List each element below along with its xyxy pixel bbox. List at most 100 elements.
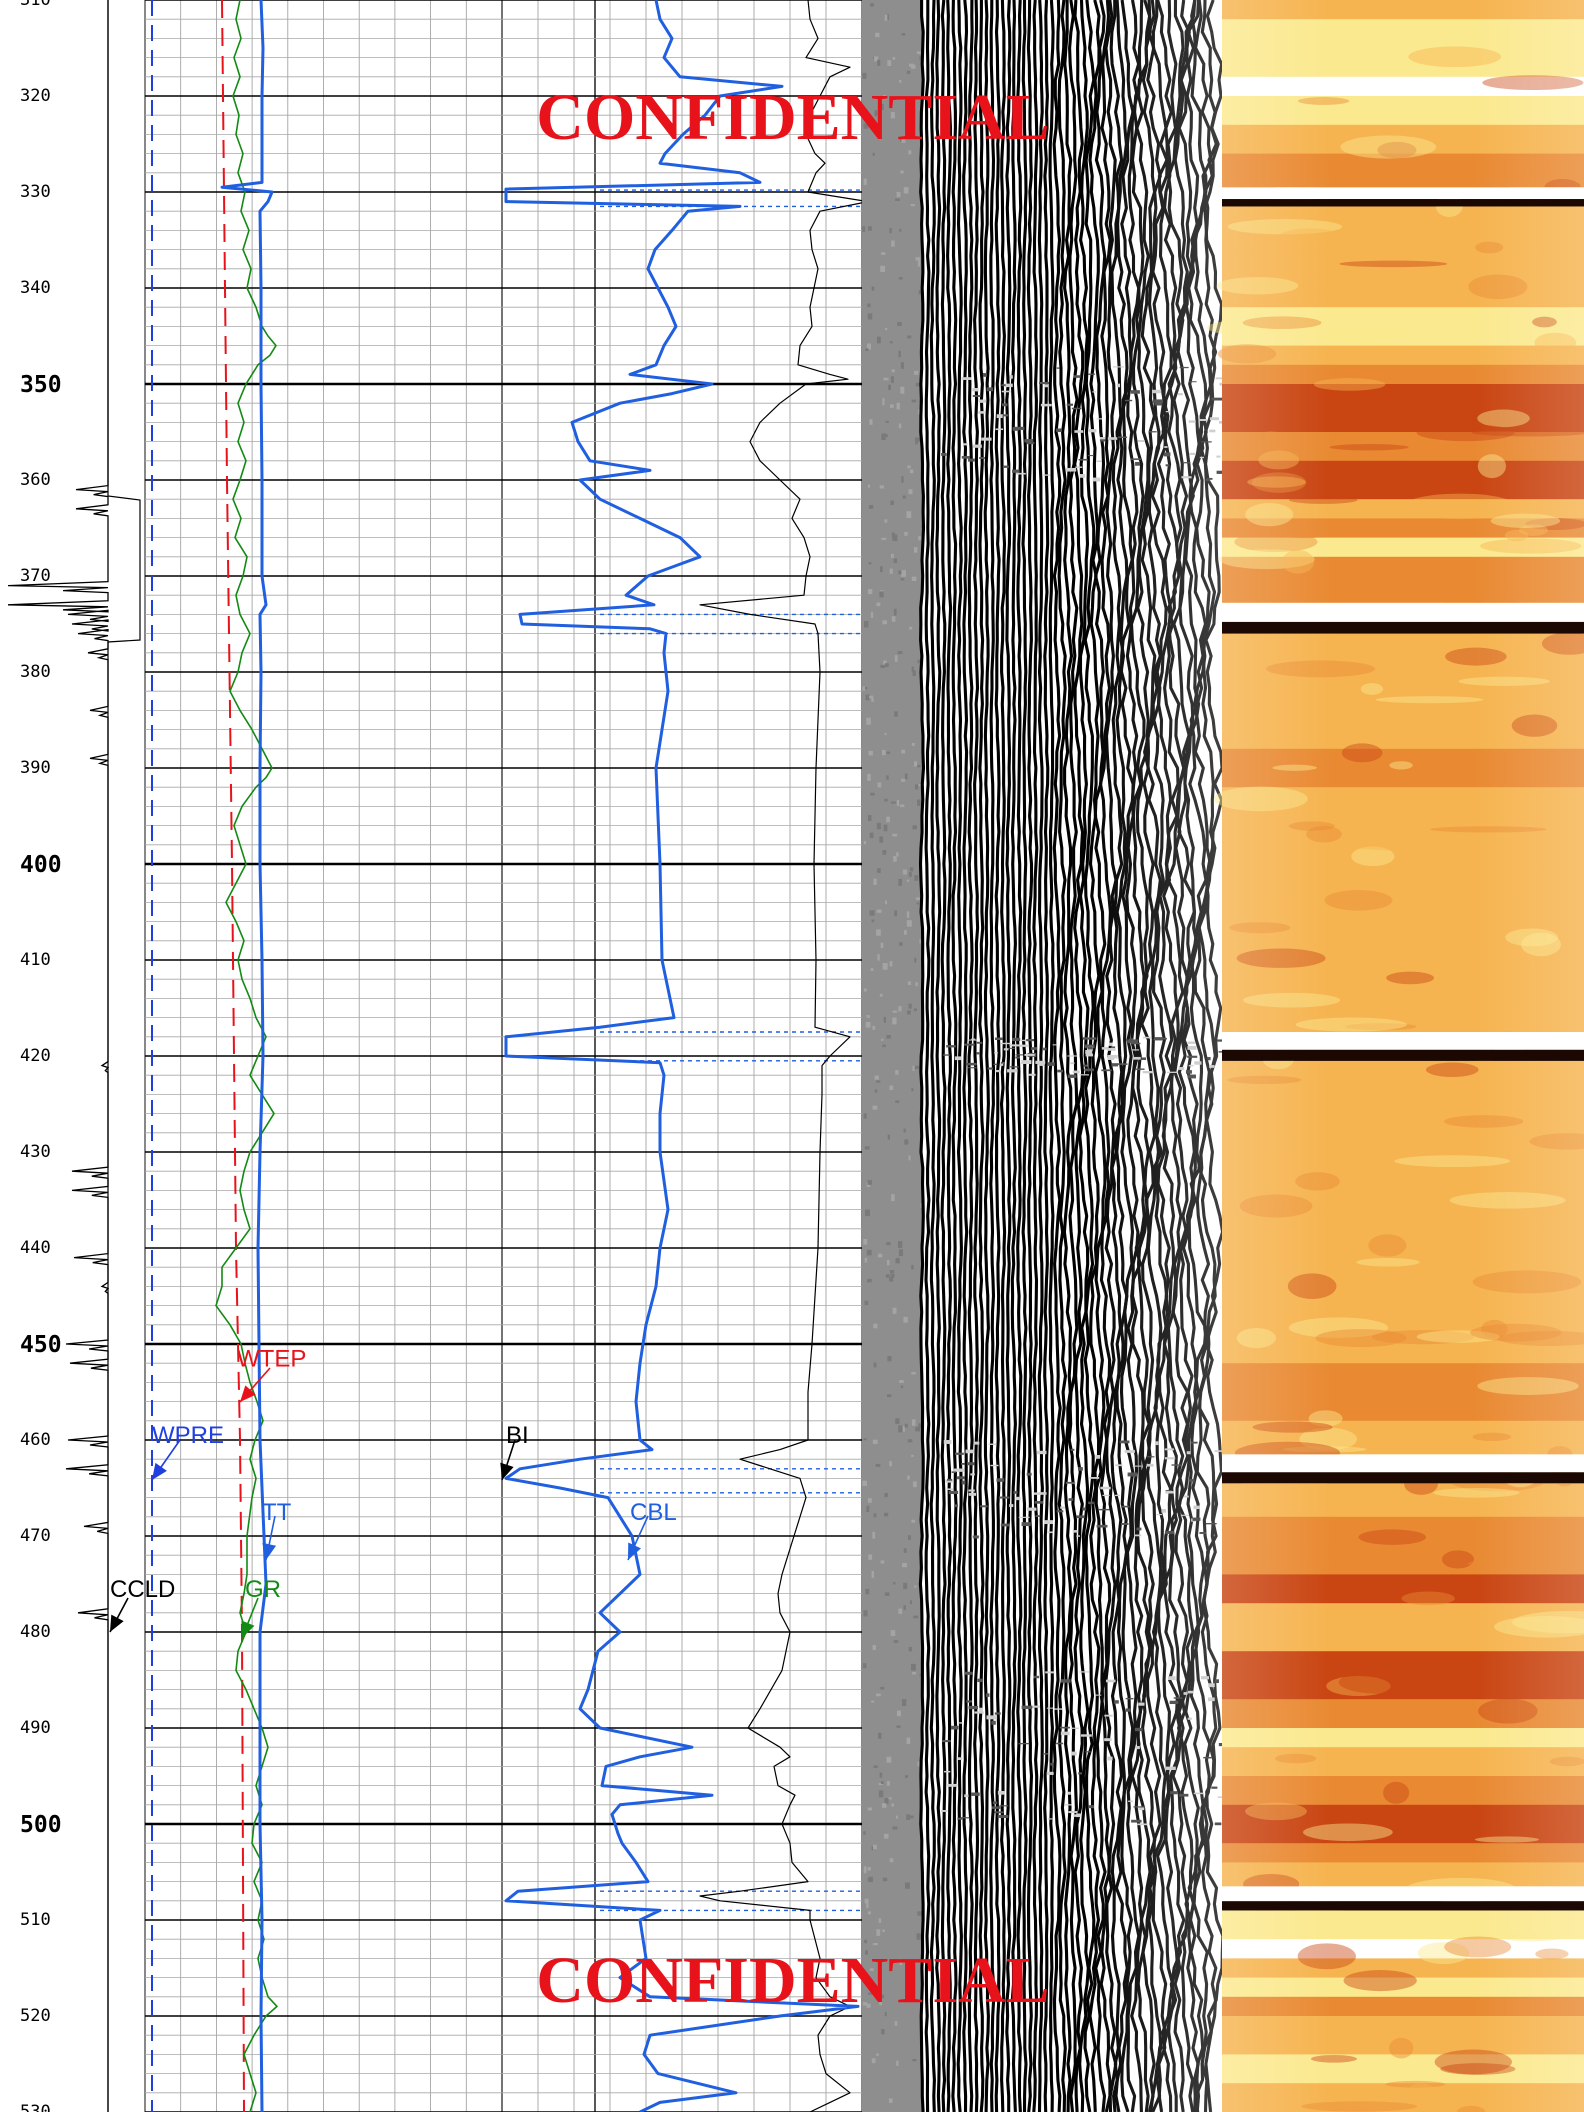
vdl-chevron: [1031, 1705, 1040, 1708]
log-grid: [144, 0, 863, 2112]
vdl-noise: [888, 1797, 892, 1800]
vdl-chevron: [1076, 1535, 1080, 1537]
vdl-noise: [903, 187, 909, 194]
vdl-chevron: [1185, 1070, 1192, 1074]
vdl-chevron: [1073, 1814, 1078, 1817]
vdl-chevron: [951, 1471, 956, 1473]
label-arrowhead: [500, 1462, 514, 1480]
vdl-noise: [864, 1146, 870, 1150]
vdl-chevron: [1154, 1441, 1159, 1446]
vdl-noise: [873, 1765, 878, 1769]
vdl-noise: [884, 1833, 889, 1839]
vdl-noise: [906, 70, 911, 74]
vdl-chevron: [1088, 1501, 1094, 1505]
vdl-noise: [866, 717, 871, 725]
vdl-chevron: [1015, 1054, 1024, 1056]
depth-tick-label: 450: [20, 1332, 62, 1358]
vdl-noise: [863, 1113, 867, 1119]
vdl-chevron: [1189, 452, 1196, 455]
vdl-noise: [902, 495, 906, 499]
vdl-chevron: [1164, 1530, 1175, 1534]
vdl-noise: [887, 60, 892, 67]
vdl-chevron: [941, 452, 947, 456]
vdl-noise: [903, 1128, 906, 1133]
vdl-noise: [919, 56, 922, 60]
vdl-noise: [878, 104, 884, 110]
vdl-noise: [878, 1790, 884, 1798]
vdl-chevron: [1079, 1074, 1090, 1076]
label-arrowhead: [628, 1542, 641, 1560]
curve-label-cbl: CBL: [630, 1499, 677, 1526]
vdl-chevron: [1008, 1047, 1016, 1049]
vdl-chevron: [954, 1056, 962, 1061]
vdl-chevron: [1181, 476, 1192, 479]
vdl-chevron: [1214, 1450, 1224, 1452]
vdl-noise: [886, 1259, 890, 1266]
vdl-chevron: [1183, 1692, 1188, 1695]
vdl-chevron: [1068, 1811, 1078, 1814]
vdl-chevron: [1026, 1472, 1032, 1476]
vdl-noise: [895, 198, 900, 201]
curve-label-tt: TT: [262, 1499, 292, 1526]
vdl-chevron: [1165, 464, 1170, 467]
depth-tick-label: 340: [20, 278, 51, 298]
vdl-chevron: [986, 1693, 990, 1697]
vdl-chevron: [1052, 1044, 1058, 1046]
vdl-noise: [880, 1781, 884, 1785]
vdl-chevron: [957, 1757, 963, 1760]
vdl-noise: [891, 616, 896, 622]
vdl-noise: [877, 782, 882, 788]
vdl-chevron: [1207, 477, 1213, 480]
vdl-noise: [881, 537, 887, 540]
vdl-noise: [908, 1646, 912, 1652]
vdl-noise: [884, 798, 888, 802]
vdl-chevron: [1047, 1062, 1055, 1066]
vdl-chevron: [1209, 417, 1220, 421]
vdl-chevron: [1198, 418, 1207, 421]
vdl-chevron: [964, 1043, 975, 1046]
vdl-chevron: [966, 1462, 975, 1466]
vdl-chevron: [1154, 401, 1163, 406]
vdl-noise: [884, 519, 888, 523]
vdl-noise: [871, 1700, 875, 1703]
vdl-noise: [881, 1803, 887, 1808]
vdl-chevron: [1037, 1061, 1045, 1065]
depth-tick-label: 510: [20, 1910, 51, 1930]
vdl-chevron: [1173, 1697, 1183, 1699]
depth-tick-label: 410: [20, 950, 51, 970]
vdl-noise: [910, 1815, 914, 1819]
depth-tick-label: 360: [20, 470, 51, 490]
vdl-chevron: [1009, 375, 1013, 379]
vdl-chevron: [1107, 437, 1118, 440]
vdl-noise: [899, 942, 903, 946]
vdl-noise: [864, 1898, 869, 1904]
vdl-chevron: [1142, 1070, 1153, 1074]
vdl-noise: [907, 1439, 913, 1443]
vdl-chevron: [960, 1462, 966, 1465]
vdl-chevron: [1035, 1515, 1041, 1517]
vdl-noise: [902, 1425, 905, 1432]
vdl-noise: [872, 1531, 876, 1539]
curve-label-wpre: WPRE: [152, 1422, 224, 1449]
curve-label-ccld: CCLD: [110, 1576, 175, 1603]
vdl-noise: [913, 761, 918, 767]
vdl-chevron: [1046, 1771, 1054, 1775]
wtep-curve: [221, 0, 245, 2112]
vdl-chevron: [1104, 1714, 1113, 1717]
vdl-noise: [906, 879, 910, 882]
vdl-noise: [898, 570, 902, 575]
vdl-chevron: [971, 1038, 976, 1040]
vdl-noise: [866, 1015, 870, 1018]
log-curves: [151, 0, 869, 2112]
vdl-noise: [864, 1939, 867, 1944]
vdl-noise: [911, 64, 916, 69]
vdl-noise: [874, 110, 878, 117]
vdl-chevron: [1060, 1506, 1065, 1509]
vdl-noise: [891, 1803, 894, 1807]
vdl-noise: [876, 909, 882, 913]
vdl-noise: [868, 750, 873, 756]
vdl-chevron: [1131, 1049, 1139, 1051]
vdl-chevron: [946, 1045, 956, 1048]
vdl-noise: [883, 377, 889, 381]
vdl-chevron: [986, 387, 994, 392]
